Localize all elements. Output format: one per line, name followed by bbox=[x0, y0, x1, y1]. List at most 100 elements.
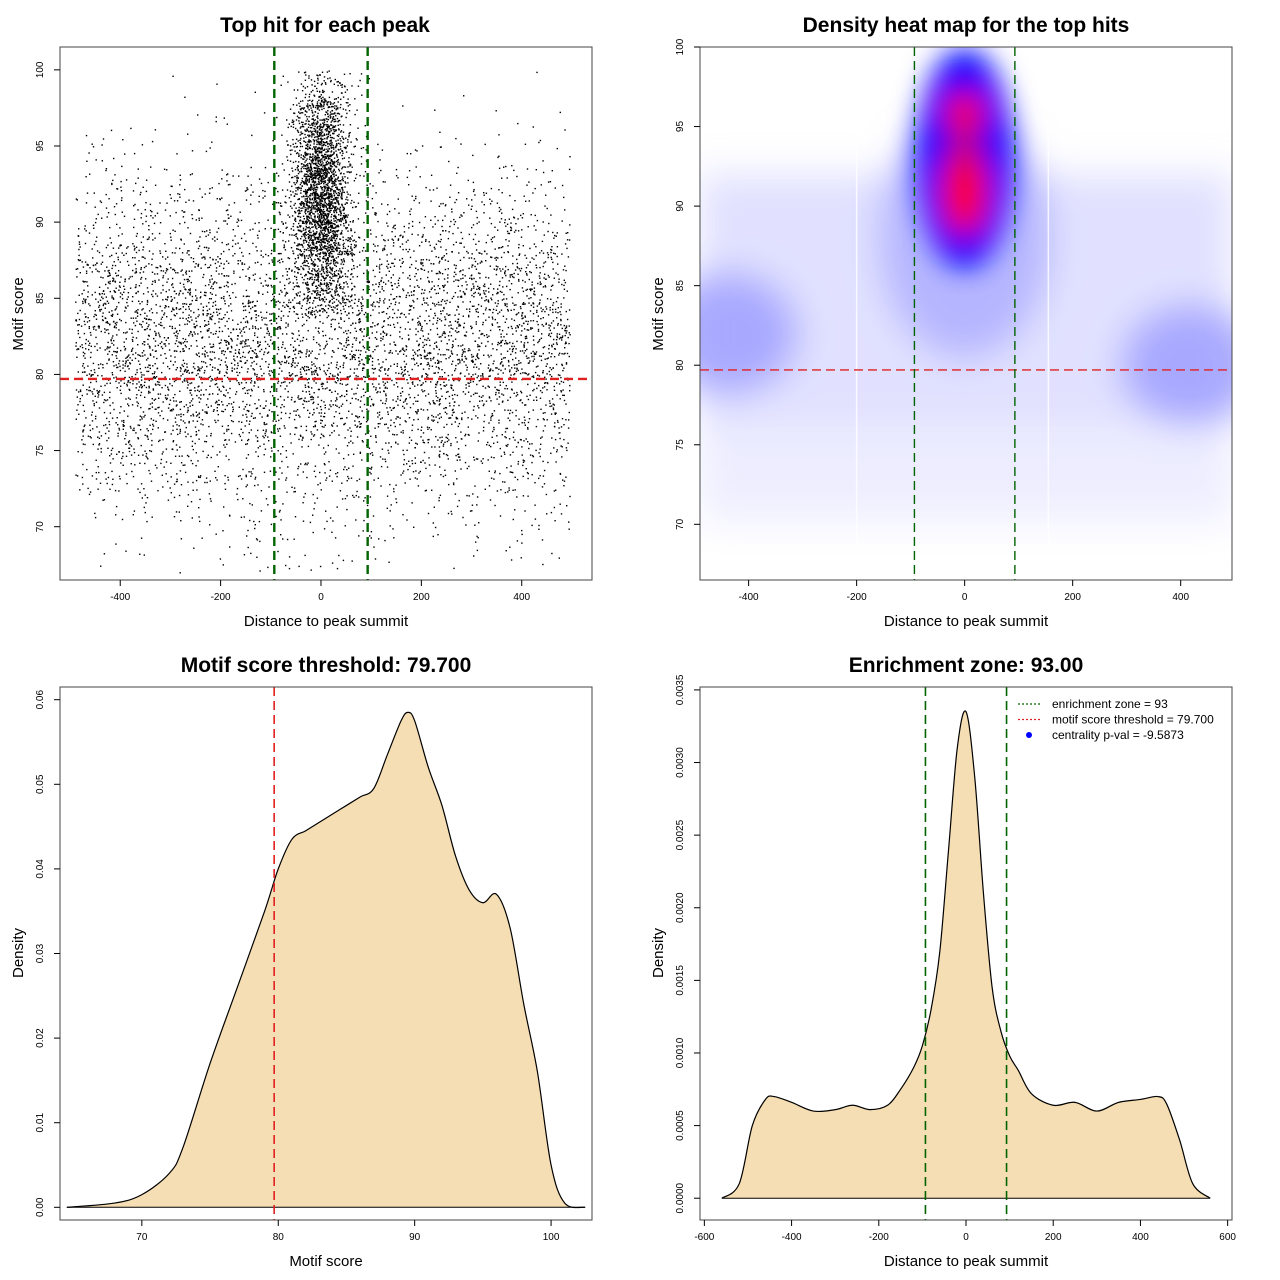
scatter-point bbox=[226, 174, 228, 176]
scatter-point bbox=[258, 344, 260, 347]
scatter-point bbox=[551, 246, 553, 248]
scatter-point bbox=[421, 426, 423, 428]
scatter-point bbox=[226, 365, 228, 368]
scatter-point bbox=[538, 452, 540, 454]
scatter-point bbox=[449, 405, 451, 407]
scatter-point bbox=[520, 362, 522, 364]
scatter-point bbox=[535, 425, 538, 428]
scatter-point bbox=[82, 435, 84, 437]
scatter-point bbox=[209, 524, 211, 526]
scatter-point bbox=[356, 425, 359, 427]
scatter-point bbox=[226, 223, 228, 225]
scatter-point bbox=[204, 350, 206, 352]
scatter-point bbox=[279, 213, 281, 216]
scatter-point bbox=[432, 420, 434, 422]
scatter-point bbox=[391, 352, 393, 354]
scatter-point bbox=[180, 368, 182, 370]
scatter-point bbox=[560, 376, 562, 379]
scatter-point bbox=[281, 370, 283, 372]
scatter-point bbox=[568, 168, 571, 171]
scatter-point bbox=[547, 314, 550, 316]
scatter-point bbox=[480, 460, 482, 462]
scatter-point bbox=[556, 317, 558, 319]
scatter-point bbox=[522, 290, 525, 293]
scatter-point bbox=[78, 294, 80, 296]
scatter-point bbox=[471, 288, 473, 290]
scatter-point bbox=[465, 281, 467, 283]
scatter-point bbox=[334, 375, 336, 377]
scatter-point bbox=[90, 334, 92, 336]
scatter-point bbox=[528, 362, 530, 364]
scatter-point bbox=[159, 336, 161, 338]
scatter-point bbox=[184, 211, 186, 213]
scatter-point bbox=[225, 284, 228, 287]
scatter-point bbox=[507, 409, 509, 411]
scatter-point bbox=[157, 412, 160, 414]
scatter-point bbox=[88, 232, 91, 234]
scatter-point bbox=[547, 181, 550, 183]
scatter-point bbox=[512, 518, 514, 521]
scatter-point bbox=[355, 398, 357, 400]
scatter-point bbox=[546, 373, 548, 375]
scatter-point bbox=[439, 436, 441, 439]
scatter-point bbox=[415, 333, 417, 336]
scatter-point bbox=[422, 341, 424, 344]
scatter-point bbox=[230, 215, 232, 217]
scatter-point bbox=[264, 432, 266, 435]
scatter-point bbox=[311, 259, 313, 262]
scatter-point bbox=[528, 411, 530, 413]
scatter-point bbox=[84, 342, 87, 345]
scatter-point bbox=[338, 554, 340, 557]
scatter-point bbox=[343, 345, 345, 347]
scatter-point bbox=[327, 264, 330, 266]
scatter-point bbox=[563, 394, 565, 397]
scatter-point bbox=[194, 333, 196, 335]
scatter-point bbox=[200, 253, 202, 255]
scatter-point bbox=[160, 458, 163, 461]
scatter-point bbox=[346, 276, 349, 278]
scatter-point bbox=[481, 373, 484, 375]
scatter-point bbox=[195, 452, 197, 454]
scatter-point bbox=[521, 368, 523, 370]
scatter-point bbox=[465, 335, 467, 337]
scatter-point bbox=[341, 198, 343, 200]
scatter-point bbox=[104, 472, 107, 474]
scatter-point bbox=[388, 368, 390, 370]
scatter-point bbox=[295, 414, 297, 416]
scatter-point bbox=[516, 540, 519, 542]
scatter-point bbox=[419, 315, 421, 318]
scatter-point bbox=[141, 256, 143, 258]
scatter-point bbox=[431, 414, 433, 417]
scatter-point bbox=[188, 455, 190, 458]
scatter-point bbox=[443, 285, 445, 287]
scatter-point bbox=[119, 244, 122, 246]
scatter-point bbox=[160, 318, 163, 320]
scatter-point bbox=[244, 341, 246, 343]
scatter-point bbox=[201, 366, 203, 368]
scatter-point bbox=[364, 380, 366, 383]
scatter-point bbox=[359, 362, 361, 365]
scatter-point bbox=[392, 317, 394, 319]
scatter-point bbox=[548, 327, 550, 329]
scatter-point bbox=[159, 252, 162, 254]
scatter-point bbox=[393, 312, 396, 315]
scatter-point bbox=[281, 460, 283, 463]
scatter-point bbox=[378, 268, 381, 270]
scatter-point bbox=[403, 463, 405, 466]
scatter-point bbox=[408, 227, 410, 229]
scatter-point bbox=[254, 403, 256, 405]
scatter-point bbox=[203, 353, 206, 355]
scatter-point bbox=[533, 258, 535, 260]
scatter-point bbox=[243, 326, 245, 329]
scatter-point bbox=[317, 396, 319, 398]
scatter-point bbox=[114, 309, 116, 311]
scatter-point bbox=[448, 379, 450, 381]
scatter-point bbox=[468, 434, 470, 436]
scatter-point bbox=[299, 149, 301, 152]
scatter-point bbox=[429, 344, 431, 347]
scatter-point bbox=[462, 291, 465, 293]
scatter-point bbox=[313, 434, 316, 436]
scatter-point bbox=[149, 367, 151, 370]
scatter-point bbox=[564, 243, 567, 245]
scatter-point bbox=[118, 329, 120, 331]
